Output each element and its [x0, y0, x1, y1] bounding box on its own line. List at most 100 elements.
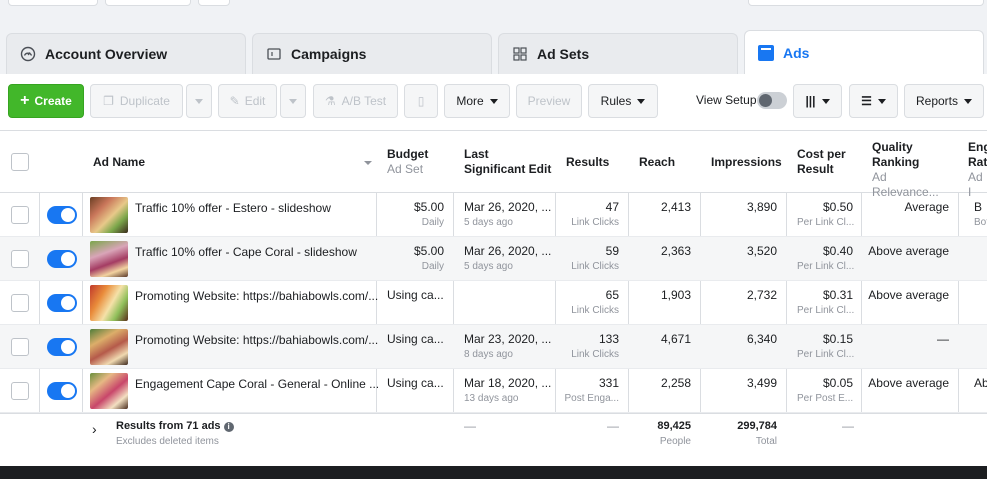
reach-value: 2,363	[660, 244, 691, 258]
tab-account-overview[interactable]: Account Overview	[6, 33, 246, 74]
budget-value: Using ca...	[387, 288, 444, 302]
edit-label: Edit	[244, 94, 266, 108]
top-button[interactable]	[198, 0, 230, 6]
ab-test-button[interactable]: ⚗ A/B Test	[313, 84, 398, 118]
tab-label: Account Overview	[45, 46, 168, 62]
ad-thumbnail	[90, 285, 128, 321]
summary-reach: 89,425	[657, 420, 691, 432]
duplicate-button[interactable]: ❐ Duplicate	[90, 84, 183, 118]
row-checkbox[interactable]	[11, 294, 29, 312]
caret-down-icon	[489, 98, 498, 104]
caret-down-icon	[637, 98, 646, 104]
impressions-value: 6,340	[746, 332, 777, 346]
ab-test-label: A/B Test	[341, 94, 387, 108]
results-value: 59	[605, 244, 619, 258]
table-row[interactable]: Promoting Website: https://bahiabowls.co…	[0, 325, 987, 369]
results-value: 331	[598, 376, 619, 390]
ad-name[interactable]: Traffic 10% offer - Estero - slideshow	[135, 201, 331, 215]
rules-button[interactable]: Rules	[588, 84, 658, 118]
info-icon[interactable]: i	[223, 422, 234, 432]
results-cell: 133 Link Clicks	[556, 332, 619, 362]
table-row[interactable]: Engagement Cape Coral - General - Online…	[0, 369, 987, 413]
header-quality-label: Quality Ranking	[872, 140, 920, 169]
tab-campaigns[interactable]: Campaigns	[252, 33, 492, 74]
edit-dropdown[interactable]	[280, 84, 306, 118]
create-label: Create	[34, 94, 72, 108]
header-quality[interactable]: Quality Ranking Ad Relevance...	[872, 140, 956, 200]
table-row[interactable]: Traffic 10% offer - Cape Coral - slidesh…	[0, 237, 987, 281]
row-checkbox[interactable]	[11, 250, 29, 268]
edit-button[interactable]: ✎ Edit	[218, 84, 277, 118]
table-header: Ad Name Budget Ad Set Last Significant Ed…	[0, 131, 987, 199]
breakdown-button[interactable]: ☰	[849, 84, 898, 118]
summary-row: › Results from 71 ads i Excludes deleted…	[0, 413, 987, 466]
caret-down-icon	[877, 98, 886, 104]
ad-status-toggle[interactable]	[47, 206, 77, 224]
ad-thumbnail	[90, 241, 128, 277]
header-reach[interactable]: Reach	[639, 155, 676, 169]
summary-cost: —	[842, 419, 854, 433]
top-search[interactable]	[748, 0, 984, 6]
ad-status-toggle[interactable]	[47, 338, 77, 356]
view-setup-toggle[interactable]	[757, 92, 787, 109]
edit-sub: 8 days ago	[464, 349, 513, 360]
sort-caret-icon[interactable]	[364, 161, 372, 165]
cost-sub: Per Link Cl...	[797, 349, 855, 360]
tab-ad-sets[interactable]: Ad Sets	[498, 33, 738, 74]
ad-status-toggle[interactable]	[47, 382, 77, 400]
more-button[interactable]: More	[444, 84, 510, 118]
edit-sub: 13 days ago	[464, 393, 519, 404]
create-button[interactable]: + Create	[8, 84, 84, 118]
header-cost[interactable]: Cost per Result	[797, 147, 846, 176]
delete-button[interactable]: ▯	[404, 84, 438, 118]
results-cell: 65 Link Clicks	[556, 288, 619, 318]
cost-value: $0.31	[822, 288, 853, 302]
top-button[interactable]	[105, 0, 191, 6]
reports-button[interactable]: Reports	[904, 84, 984, 118]
duplicate-dropdown[interactable]	[186, 84, 212, 118]
header-results[interactable]: Results	[566, 155, 610, 169]
ad-status-toggle[interactable]	[47, 294, 77, 312]
ad-status-toggle[interactable]	[47, 250, 77, 268]
header-ad-name[interactable]: Ad Name	[93, 155, 146, 169]
tab-ads[interactable]: Ads	[744, 30, 984, 74]
header-quality-sub: Ad Relevance...	[872, 170, 939, 199]
select-all-checkbox[interactable]	[11, 153, 29, 171]
ad-thumbnail	[90, 197, 128, 233]
columns-button[interactable]: |||	[793, 84, 842, 118]
row-checkbox[interactable]	[11, 382, 29, 400]
header-budget[interactable]: Budget Ad Set	[387, 147, 428, 177]
ad-name[interactable]: Promoting Website: https://bahiabowls.co…	[135, 333, 379, 347]
rules-label: Rules	[600, 94, 632, 108]
ad-name[interactable]: Promoting Website: https://bahiabowls.co…	[135, 289, 379, 303]
header-last-edit[interactable]: Last Significant Edit	[464, 147, 552, 176]
results-value: 133	[598, 332, 619, 346]
table-row[interactable]: Traffic 10% offer - Estero - slideshow $…	[0, 193, 987, 237]
row-checkbox[interactable]	[11, 338, 29, 356]
budget-value: Using ca...	[387, 332, 444, 346]
budget-value: $5.00	[413, 200, 444, 214]
top-strip	[0, 0, 987, 12]
pencil-icon: ✎	[229, 94, 240, 108]
eng-sub: Bott	[974, 217, 987, 228]
cost-cell: $0.31 Per Link Cl...	[787, 288, 854, 318]
table-row[interactable]: Promoting Website: https://bahiabowls.co…	[0, 281, 987, 325]
results-sub: Link Clicks	[571, 349, 619, 360]
col-cost	[787, 131, 862, 466]
col-budget	[377, 131, 454, 466]
quality-value: Above average	[868, 244, 949, 258]
header-impressions[interactable]: Impressions	[711, 155, 782, 169]
summary-title: Results from 71 ads i	[116, 419, 234, 434]
preview-button[interactable]: Preview	[516, 84, 582, 118]
reach-value: 2,413	[660, 200, 691, 214]
ads-panel: + Create ❐ Duplicate ✎ Edit ⚗ A/B Test ▯…	[0, 74, 987, 466]
edit-cell: Mar 26, 2020, ... 5 days ago	[464, 244, 551, 274]
tab-label: Campaigns	[291, 46, 367, 62]
caret-down-icon	[821, 98, 830, 104]
row-checkbox[interactable]	[11, 206, 29, 224]
ad-name[interactable]: Engagement Cape Coral - General - Online…	[135, 377, 380, 391]
expand-chevron-icon[interactable]: ›	[92, 421, 97, 437]
top-button[interactable]	[8, 0, 98, 6]
ad-name[interactable]: Traffic 10% offer - Cape Coral - slidesh…	[135, 245, 357, 259]
